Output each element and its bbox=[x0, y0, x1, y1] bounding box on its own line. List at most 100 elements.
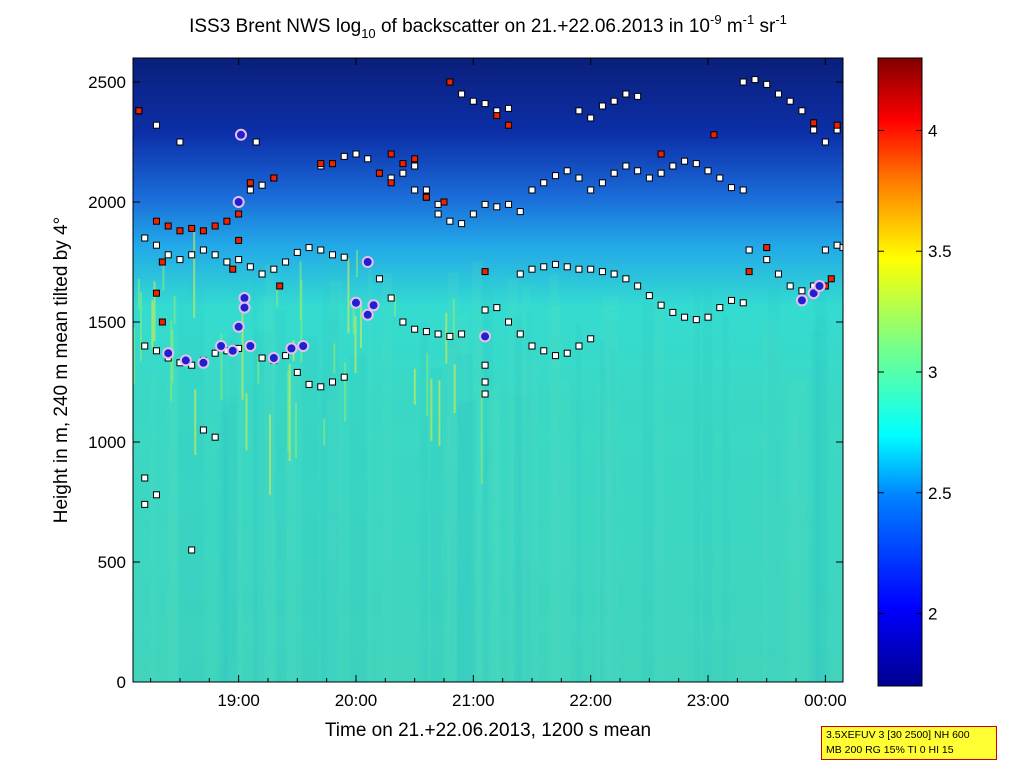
aerosol-streak bbox=[333, 343, 336, 374]
cloud-base-marker bbox=[305, 380, 313, 388]
texture-streak bbox=[596, 380, 606, 682]
aerosol-streak bbox=[137, 279, 140, 309]
red-marker bbox=[399, 160, 407, 168]
cloud-base-marker bbox=[551, 172, 559, 180]
texture-streak bbox=[520, 361, 538, 682]
texture-streak bbox=[169, 334, 179, 682]
aerosol-streak bbox=[480, 389, 483, 485]
heatmap-texture bbox=[133, 230, 829, 682]
blue-circle-marker bbox=[226, 344, 239, 357]
texture-streak bbox=[229, 332, 237, 682]
cloud-base-marker bbox=[681, 313, 689, 321]
cloud-base-marker bbox=[563, 263, 571, 271]
cloud-base-marker bbox=[798, 107, 806, 115]
cloud-base-marker bbox=[411, 325, 419, 333]
aerosol-streak bbox=[413, 368, 416, 405]
red-marker bbox=[229, 265, 237, 273]
cloud-base-marker bbox=[458, 90, 466, 98]
cloud-base-marker bbox=[375, 275, 383, 283]
cloud-base-marker bbox=[282, 352, 290, 360]
x-tick-label: 00:00 bbox=[804, 691, 847, 710]
texture-streak bbox=[178, 296, 188, 682]
texture-streak bbox=[767, 273, 780, 682]
texture-streak bbox=[349, 355, 367, 682]
cloud-base-marker bbox=[610, 97, 618, 105]
texture-streak bbox=[444, 332, 461, 682]
cloud-base-marker bbox=[810, 126, 818, 134]
cloud-base-marker bbox=[211, 349, 219, 357]
aerosol-streak bbox=[445, 312, 448, 364]
cloud-base-marker bbox=[258, 270, 266, 278]
cloud-base-marker bbox=[634, 167, 642, 175]
texture-streak bbox=[456, 404, 469, 682]
cloud-base-marker bbox=[481, 100, 489, 108]
cloud-base-marker bbox=[669, 308, 677, 316]
cloud-base-marker bbox=[833, 241, 841, 249]
colorbar-tick-label: 3 bbox=[928, 363, 937, 382]
cloud-base-marker bbox=[493, 304, 501, 312]
blue-circle-marker bbox=[162, 347, 175, 360]
cloud-base-marker bbox=[540, 179, 548, 187]
cloud-base-marker bbox=[399, 318, 407, 326]
texture-streak bbox=[642, 302, 655, 682]
cloud-base-marker bbox=[786, 97, 794, 105]
cloud-base-marker bbox=[587, 265, 595, 273]
texture-streak bbox=[223, 396, 238, 682]
y-tick-label: 1000 bbox=[88, 433, 126, 452]
cloud-base-marker bbox=[821, 246, 829, 254]
cloud-base-marker bbox=[352, 150, 360, 158]
cloud-base-marker bbox=[657, 301, 665, 309]
texture-streak bbox=[791, 379, 808, 682]
texture-streak bbox=[653, 296, 664, 682]
texture-streak bbox=[477, 324, 485, 682]
aerosol-streak bbox=[269, 414, 271, 495]
aerosol-streak bbox=[354, 316, 357, 374]
y-axis-label: Height in m, 240 m mean tilted by 4° bbox=[51, 217, 72, 523]
info-box: 3.5XEFUV 3 [30 2500] NH 600 MB 200 RG 15… bbox=[821, 726, 997, 760]
texture-streak bbox=[694, 286, 701, 682]
cloud-base-marker bbox=[411, 186, 419, 194]
cloud-base-marker bbox=[141, 234, 149, 242]
cloud-base-marker bbox=[704, 167, 712, 175]
cloud-base-marker bbox=[587, 186, 595, 194]
texture-streak bbox=[472, 261, 483, 682]
colorbar-tick-label: 2 bbox=[928, 605, 937, 624]
blue-circle-marker bbox=[285, 342, 298, 355]
texture-streak bbox=[483, 304, 489, 682]
blue-circle-marker bbox=[367, 299, 380, 312]
cloud-base-marker bbox=[774, 90, 782, 98]
cloud-base-marker bbox=[481, 306, 489, 314]
blue-circle-marker bbox=[244, 340, 257, 352]
cloud-base-marker bbox=[493, 203, 501, 211]
cloud-base-marker bbox=[575, 107, 583, 115]
aerosol-streak bbox=[359, 304, 362, 349]
texture-streak bbox=[610, 349, 617, 682]
texture-streak bbox=[253, 331, 272, 682]
texture-streak bbox=[329, 281, 342, 682]
cloud-base-marker bbox=[152, 241, 160, 249]
cloud-base-marker bbox=[340, 253, 348, 261]
texture-streak bbox=[367, 269, 373, 682]
cloud-base-marker bbox=[839, 244, 843, 252]
cloud-base-marker bbox=[645, 174, 653, 182]
blue-circle-marker bbox=[813, 280, 826, 292]
aerosol-streak bbox=[162, 258, 165, 291]
blue-circle-marker bbox=[267, 352, 280, 364]
cloud-base-marker bbox=[657, 169, 665, 177]
red-marker bbox=[211, 222, 219, 230]
aerosol-streak bbox=[151, 300, 154, 349]
blue-circle-marker bbox=[795, 294, 808, 307]
cloud-base-marker bbox=[387, 294, 395, 302]
texture-streak bbox=[420, 322, 428, 682]
texture-streak bbox=[221, 403, 237, 682]
cloud-base-marker bbox=[763, 80, 771, 88]
red-marker bbox=[246, 179, 254, 187]
cloud-base-marker bbox=[645, 292, 653, 300]
y-tick-label: 0 bbox=[117, 673, 126, 692]
texture-streak bbox=[600, 368, 607, 682]
cloud-base-marker bbox=[739, 78, 747, 86]
texture-streak bbox=[786, 386, 800, 682]
blue-circle-marker bbox=[349, 296, 362, 309]
cloud-base-marker bbox=[317, 246, 325, 254]
